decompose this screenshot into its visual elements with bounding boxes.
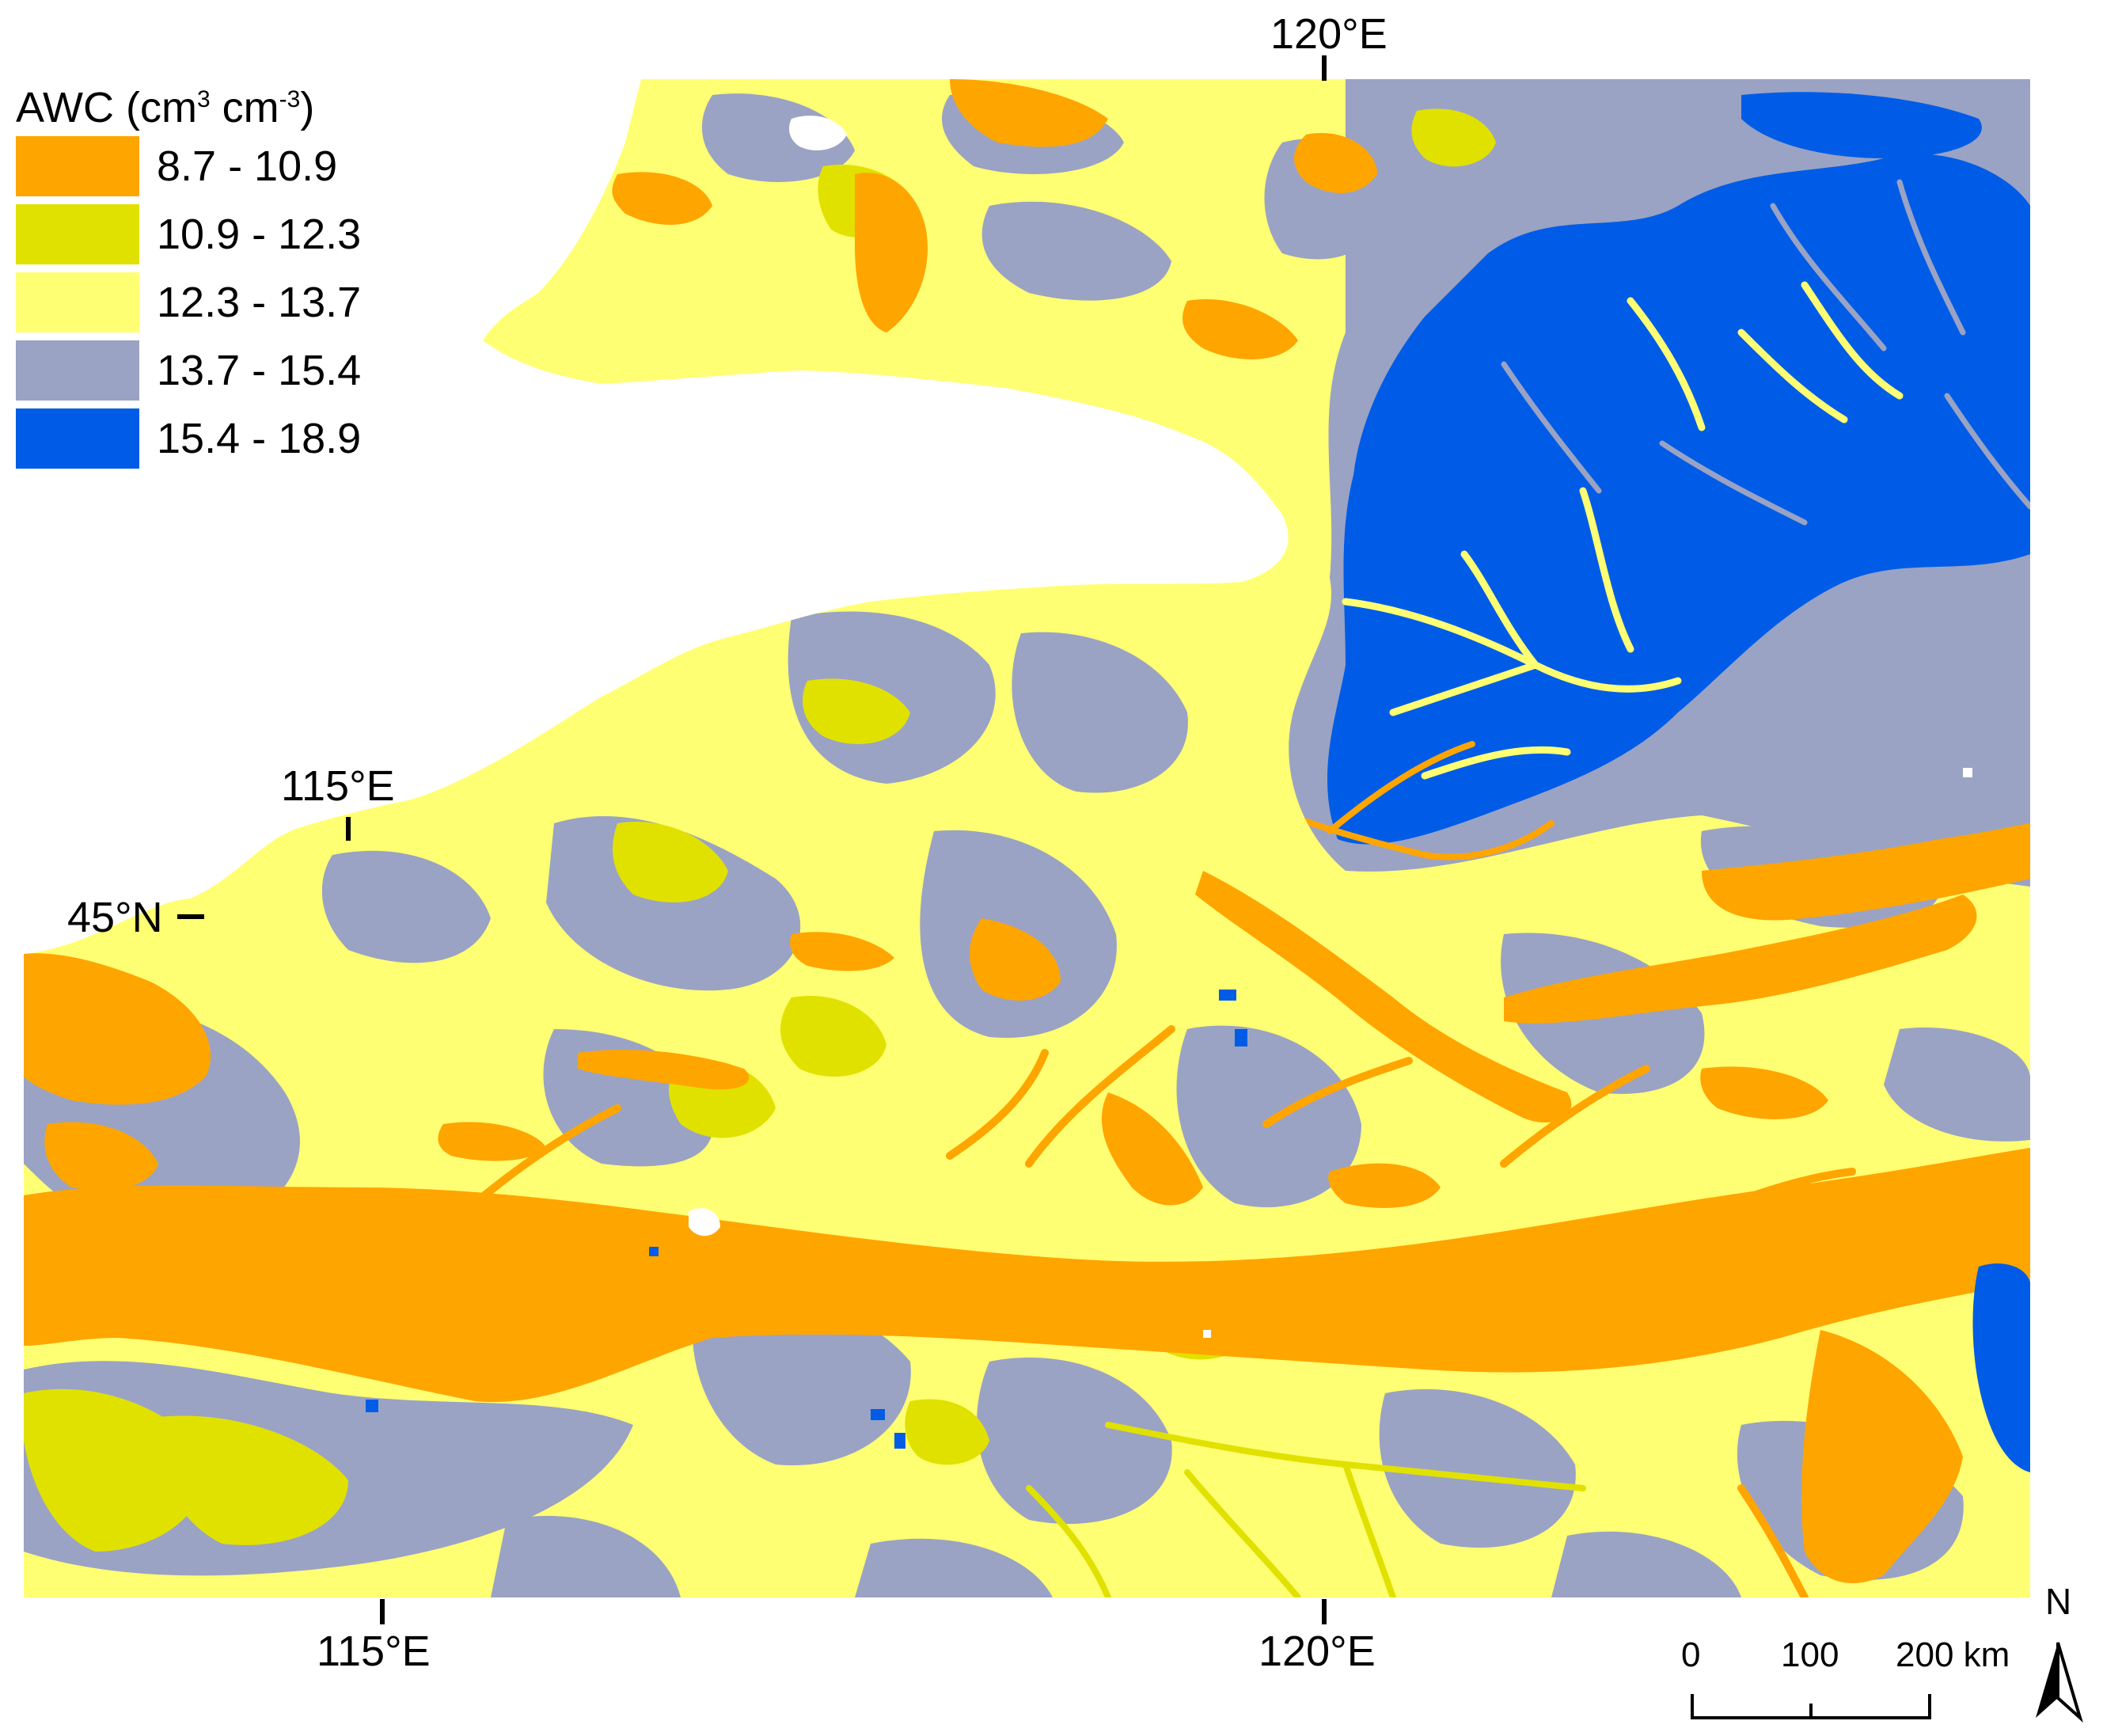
top-lon-label: 120°E (1270, 10, 1387, 58)
inner-lat-label: 45°N (67, 894, 163, 941)
legend-label: 15.4 - 18.9 (157, 415, 362, 462)
north-arrow-icon (2036, 1642, 2083, 1723)
scale-label-0: 0 (1681, 1635, 1701, 1674)
legend-title: AWC (cm3 cm-3) (16, 84, 315, 131)
legend-swatch (16, 272, 139, 332)
legend-label: 12.3 - 13.7 (157, 279, 362, 326)
legend-label: 13.7 - 15.4 (157, 347, 362, 394)
legend-swatch (16, 408, 139, 469)
bottom-lon-label-left: 115°E (317, 1628, 431, 1675)
legend-item: 12.3 - 13.7 (16, 268, 361, 336)
legend-swatch (16, 136, 139, 196)
legend-item: 8.7 - 10.9 (16, 132, 361, 200)
north-label: N (2045, 1581, 2072, 1622)
legend-label: 8.7 - 10.9 (157, 142, 338, 190)
legend-item: 15.4 - 18.9 (16, 405, 361, 473)
legend-swatch (16, 340, 139, 401)
legend-item: 10.9 - 12.3 (16, 200, 361, 268)
legend-label: 10.9 - 12.3 (157, 211, 362, 258)
scale-bar (1691, 1694, 1931, 1719)
legend: AWC (cm3 cm-3) 8.7 - 10.9 10.9 - 12.3 12… (16, 75, 361, 473)
legend-item: 13.7 - 15.4 (16, 336, 361, 405)
scale-label-100: 100 (1781, 1635, 1839, 1674)
inner-lon-label: 115°E (281, 762, 395, 810)
bottom-lon-label-right: 120°E (1258, 1628, 1376, 1675)
legend-swatch (16, 204, 139, 264)
scale-label-200: 200 km (1896, 1635, 2010, 1674)
